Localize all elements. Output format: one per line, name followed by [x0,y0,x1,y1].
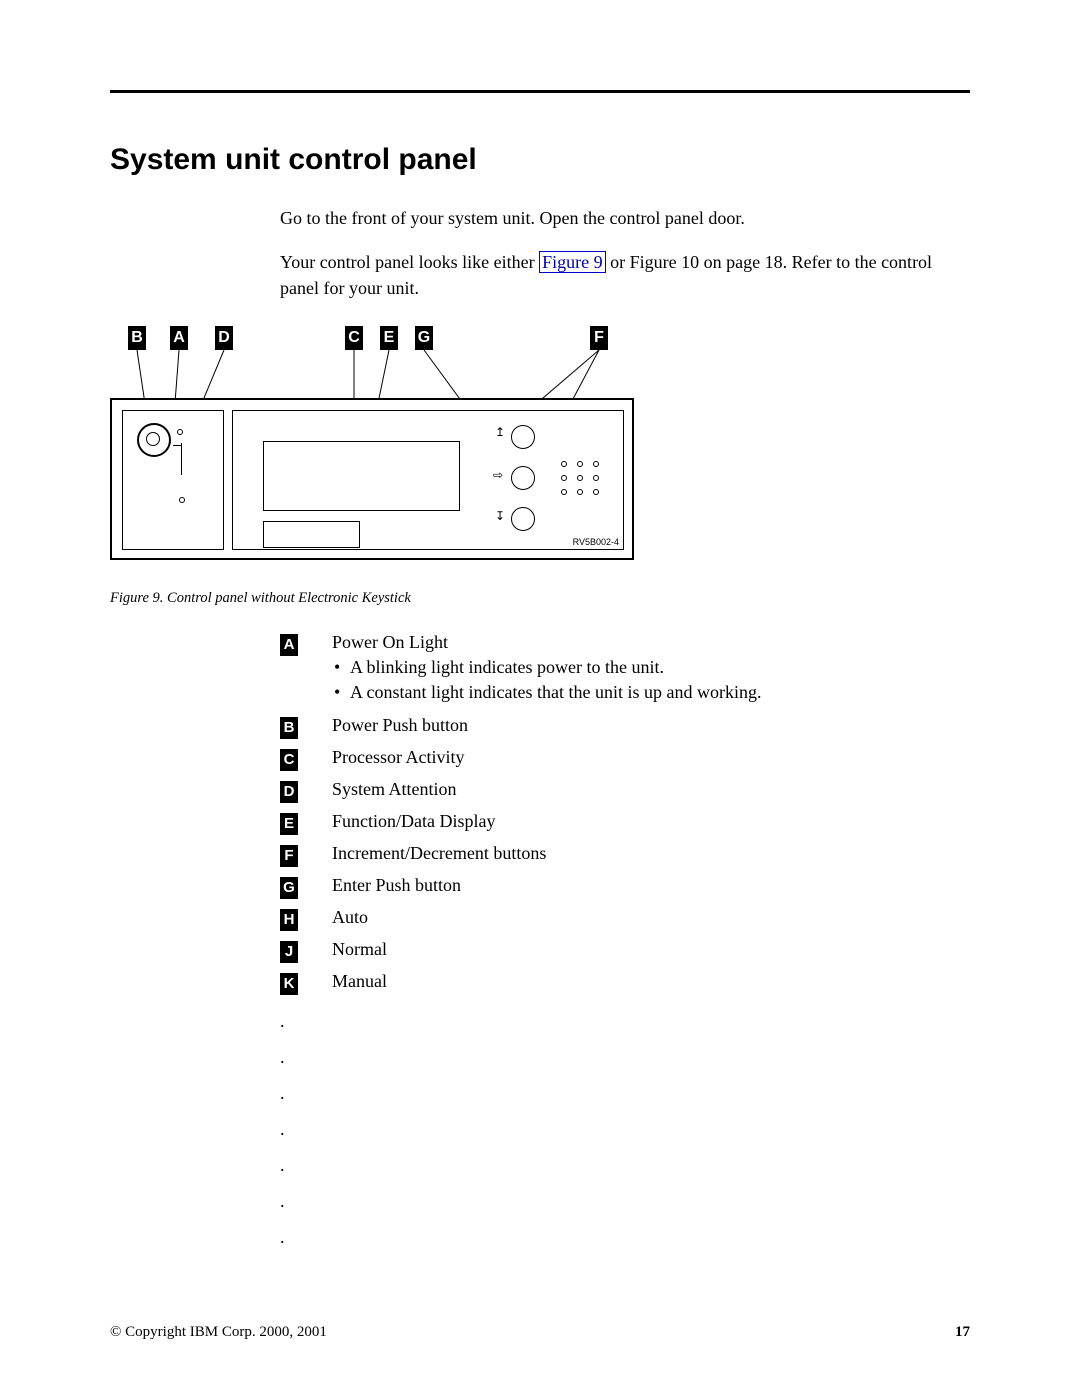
legend-text-D: System Attention [332,779,970,800]
keyslot-icon [181,443,182,475]
attention-dot-icon [179,497,185,503]
legend-sublist: A blinking light indicates power to the … [332,657,970,703]
mode-dot-grid [561,461,605,497]
legend-label: Auto [332,907,970,928]
ellipsis-dot: . [280,1147,970,1183]
legend-tag-K: K [280,973,298,995]
legend-label: Function/Data Display [332,811,970,832]
legend-label: Normal [332,939,970,960]
right-arrow-icon: ⇨ [493,468,503,482]
callout-G: G [415,326,433,350]
legend-text-G: Enter Push button [332,875,970,896]
legend-label: Power Push button [332,715,970,736]
legend-text-B: Power Push button [332,715,970,736]
panel-main-section: ↥ ⇨ ↧ RV5B002-4 [232,410,624,550]
legend-row-G: G Enter Push button [280,875,970,899]
page-footer: © Copyright IBM Corp. 2000, 2001 17 [110,1324,970,1341]
up-arrow-icon: ↥ [495,425,505,439]
legend-subitem: A blinking light indicates power to the … [332,657,970,678]
figure-container: B A D C E G F [110,326,970,607]
callout-A: A [170,326,188,350]
legend-text-E: Function/Data Display [332,811,970,832]
paragraph-2: Your control panel looks like either Fig… [280,249,960,301]
panel-left-section [122,410,224,550]
callout-B: B [128,326,146,350]
figure-id-label: RV5B002-4 [573,537,619,547]
legend-row-B: B Power Push button [280,715,970,739]
ellipsis-dot: . [280,1003,970,1039]
paragraph-1: Go to the front of your system unit. Ope… [280,205,960,231]
figure-caption: Figure 9. Control panel without Electron… [110,590,970,607]
copyright-text: © Copyright IBM Corp. 2000, 2001 [110,1324,327,1341]
legend-tag-H: H [280,909,298,931]
figure-9-link[interactable]: Figure 9 [539,251,606,273]
legend-tag-G: G [280,877,298,899]
section-heading: System unit control panel [110,143,970,177]
down-arrow-icon: ↧ [495,509,505,523]
keyslot-top [173,445,181,446]
top-rule [110,90,970,93]
legend-row-E: E Function/Data Display [280,811,970,835]
ellipsis-dot: . [280,1075,970,1111]
trailing-dots: ....... [280,1003,970,1255]
legend-subitem: A constant light indicates that the unit… [332,682,970,703]
legend-row-K: K Manual [280,971,970,995]
page-number: 17 [955,1324,970,1341]
body-text-block: Go to the front of your system unit. Ope… [280,205,960,301]
legend-label: Power On Light [332,632,970,653]
legend-text-K: Manual [332,971,970,992]
legend-row-C: C Processor Activity [280,747,970,771]
callout-D: D [215,326,233,350]
paragraph-2-a: Your control panel looks like either [280,252,539,272]
decrement-button-icon [511,507,535,531]
panel-outer-frame: ↥ ⇨ ↧ RV5B002-4 [110,398,634,560]
legend-tag-F: F [280,845,298,867]
legend-tag-E: E [280,813,298,835]
power-on-light-icon [177,429,183,435]
legend-text-F: Increment/Decrement buttons [332,843,970,864]
legend-tag-C: C [280,749,298,771]
legend-label: Manual [332,971,970,992]
legend-row-F: F Increment/Decrement buttons [280,843,970,867]
legend-tag-J: J [280,941,298,963]
ellipsis-dot: . [280,1039,970,1075]
document-page: System unit control panel Go to the fron… [0,0,1080,1397]
legend-label: System Attention [332,779,970,800]
ellipsis-dot: . [280,1219,970,1255]
legend-row-A: A Power On Light A blinking light indicate… [280,632,970,707]
display-sub-box [263,521,360,548]
legend-row-J: J Normal [280,939,970,963]
legend-label: Processor Activity [332,747,970,768]
legend-text-C: Processor Activity [332,747,970,768]
legend-text-J: Normal [332,939,970,960]
legend-tag-A: A [280,634,298,656]
callout-C: C [345,326,363,350]
ellipsis-dot: . [280,1183,970,1219]
increment-button-icon [511,425,535,449]
callout-F: F [590,326,608,350]
figure-9: B A D C E G F [110,326,630,576]
function-data-display [263,441,460,511]
legend-list: A Power On Light A blinking light indicate… [280,632,970,995]
legend-label: Increment/Decrement buttons [332,843,970,864]
legend-row-H: H Auto [280,907,970,931]
legend-text-H: Auto [332,907,970,928]
legend-tag-D: D [280,781,298,803]
power-button-icon [137,423,171,457]
ellipsis-dot: . [280,1111,970,1147]
callout-E: E [380,326,398,350]
legend-label: Enter Push button [332,875,970,896]
enter-button-icon [511,466,535,490]
legend-tag-B: B [280,717,298,739]
legend-text-A: Power On Light A blinking light indicates… [332,632,970,707]
legend-row-D: D System Attention [280,779,970,803]
